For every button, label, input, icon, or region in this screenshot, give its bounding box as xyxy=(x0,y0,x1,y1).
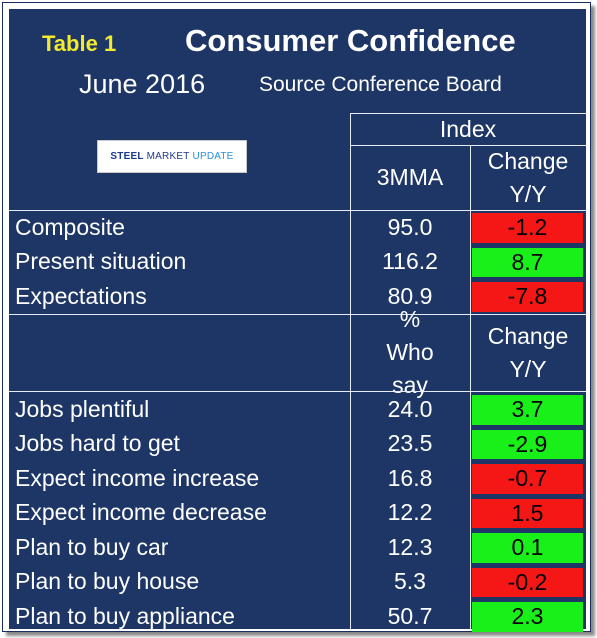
row-change: 1.5 xyxy=(472,498,583,528)
row-value: 23.5 xyxy=(387,430,433,457)
row-label: Expect income increase xyxy=(15,464,260,491)
grid-line xyxy=(9,210,586,211)
section1-value-header: 3MMA xyxy=(376,164,444,190)
row-label: Plan to buy appliance xyxy=(15,602,235,629)
report-date: June 2016 xyxy=(79,69,206,99)
consumer-confidence-table: Table 1 Consumer Confidence June 2016 So… xyxy=(9,9,586,632)
section1-change-header: Change Y/Y xyxy=(487,147,569,207)
row-label: Plan to buy car xyxy=(15,533,169,560)
row-value: 80.9 xyxy=(387,282,433,309)
grid-line xyxy=(9,314,586,315)
row-label: Plan to buy house xyxy=(15,568,200,595)
row-change: 0.1 xyxy=(472,533,583,563)
grid-line xyxy=(9,391,586,392)
grid-line xyxy=(350,145,586,146)
row-label: Composite xyxy=(15,213,125,240)
section2-value-header: % Who say xyxy=(386,306,434,398)
title-row: Table 1 Consumer Confidence xyxy=(9,19,586,65)
steel-market-update-logo: STEEL MARKET UPDATE xyxy=(97,140,247,173)
row-change: 8.7 xyxy=(472,247,583,277)
row-value: 50.7 xyxy=(387,602,433,629)
row-change: -7.8 xyxy=(472,282,583,312)
row-value: 116.2 xyxy=(382,248,438,275)
row-label: Jobs hard to get xyxy=(15,430,180,457)
row-value: 12.3 xyxy=(387,533,433,560)
row-label: Jobs plentiful xyxy=(15,395,150,422)
table-number-label: Table 1 xyxy=(42,31,117,56)
row-change: 2.3 xyxy=(472,602,583,632)
section2-change-header: Change Y/Y xyxy=(487,322,569,382)
row-change: -0.2 xyxy=(472,567,583,597)
row-change: -1.2 xyxy=(472,213,583,243)
row-label: Expect income decrease xyxy=(15,499,267,526)
grid-line xyxy=(470,145,471,629)
row-label: Present situation xyxy=(15,248,187,275)
index-header: Index xyxy=(439,115,497,142)
row-change: 3.7 xyxy=(472,395,583,425)
row-value: 5.3 xyxy=(394,568,426,595)
table-title: Consumer Confidence xyxy=(185,23,516,58)
grid-line xyxy=(350,113,351,629)
row-value: 16.8 xyxy=(387,464,433,491)
table-frame: Table 1 Consumer Confidence June 2016 So… xyxy=(2,2,591,632)
row-value: 95.0 xyxy=(387,213,433,240)
source-note: Source Conference Board xyxy=(259,73,502,96)
row-change: -0.7 xyxy=(472,464,583,494)
row-value: 24.0 xyxy=(387,395,433,422)
row-change: -2.9 xyxy=(472,429,583,459)
row-value: 12.2 xyxy=(387,499,433,526)
grid-line xyxy=(350,113,586,114)
row-label: Expectations xyxy=(15,282,147,309)
